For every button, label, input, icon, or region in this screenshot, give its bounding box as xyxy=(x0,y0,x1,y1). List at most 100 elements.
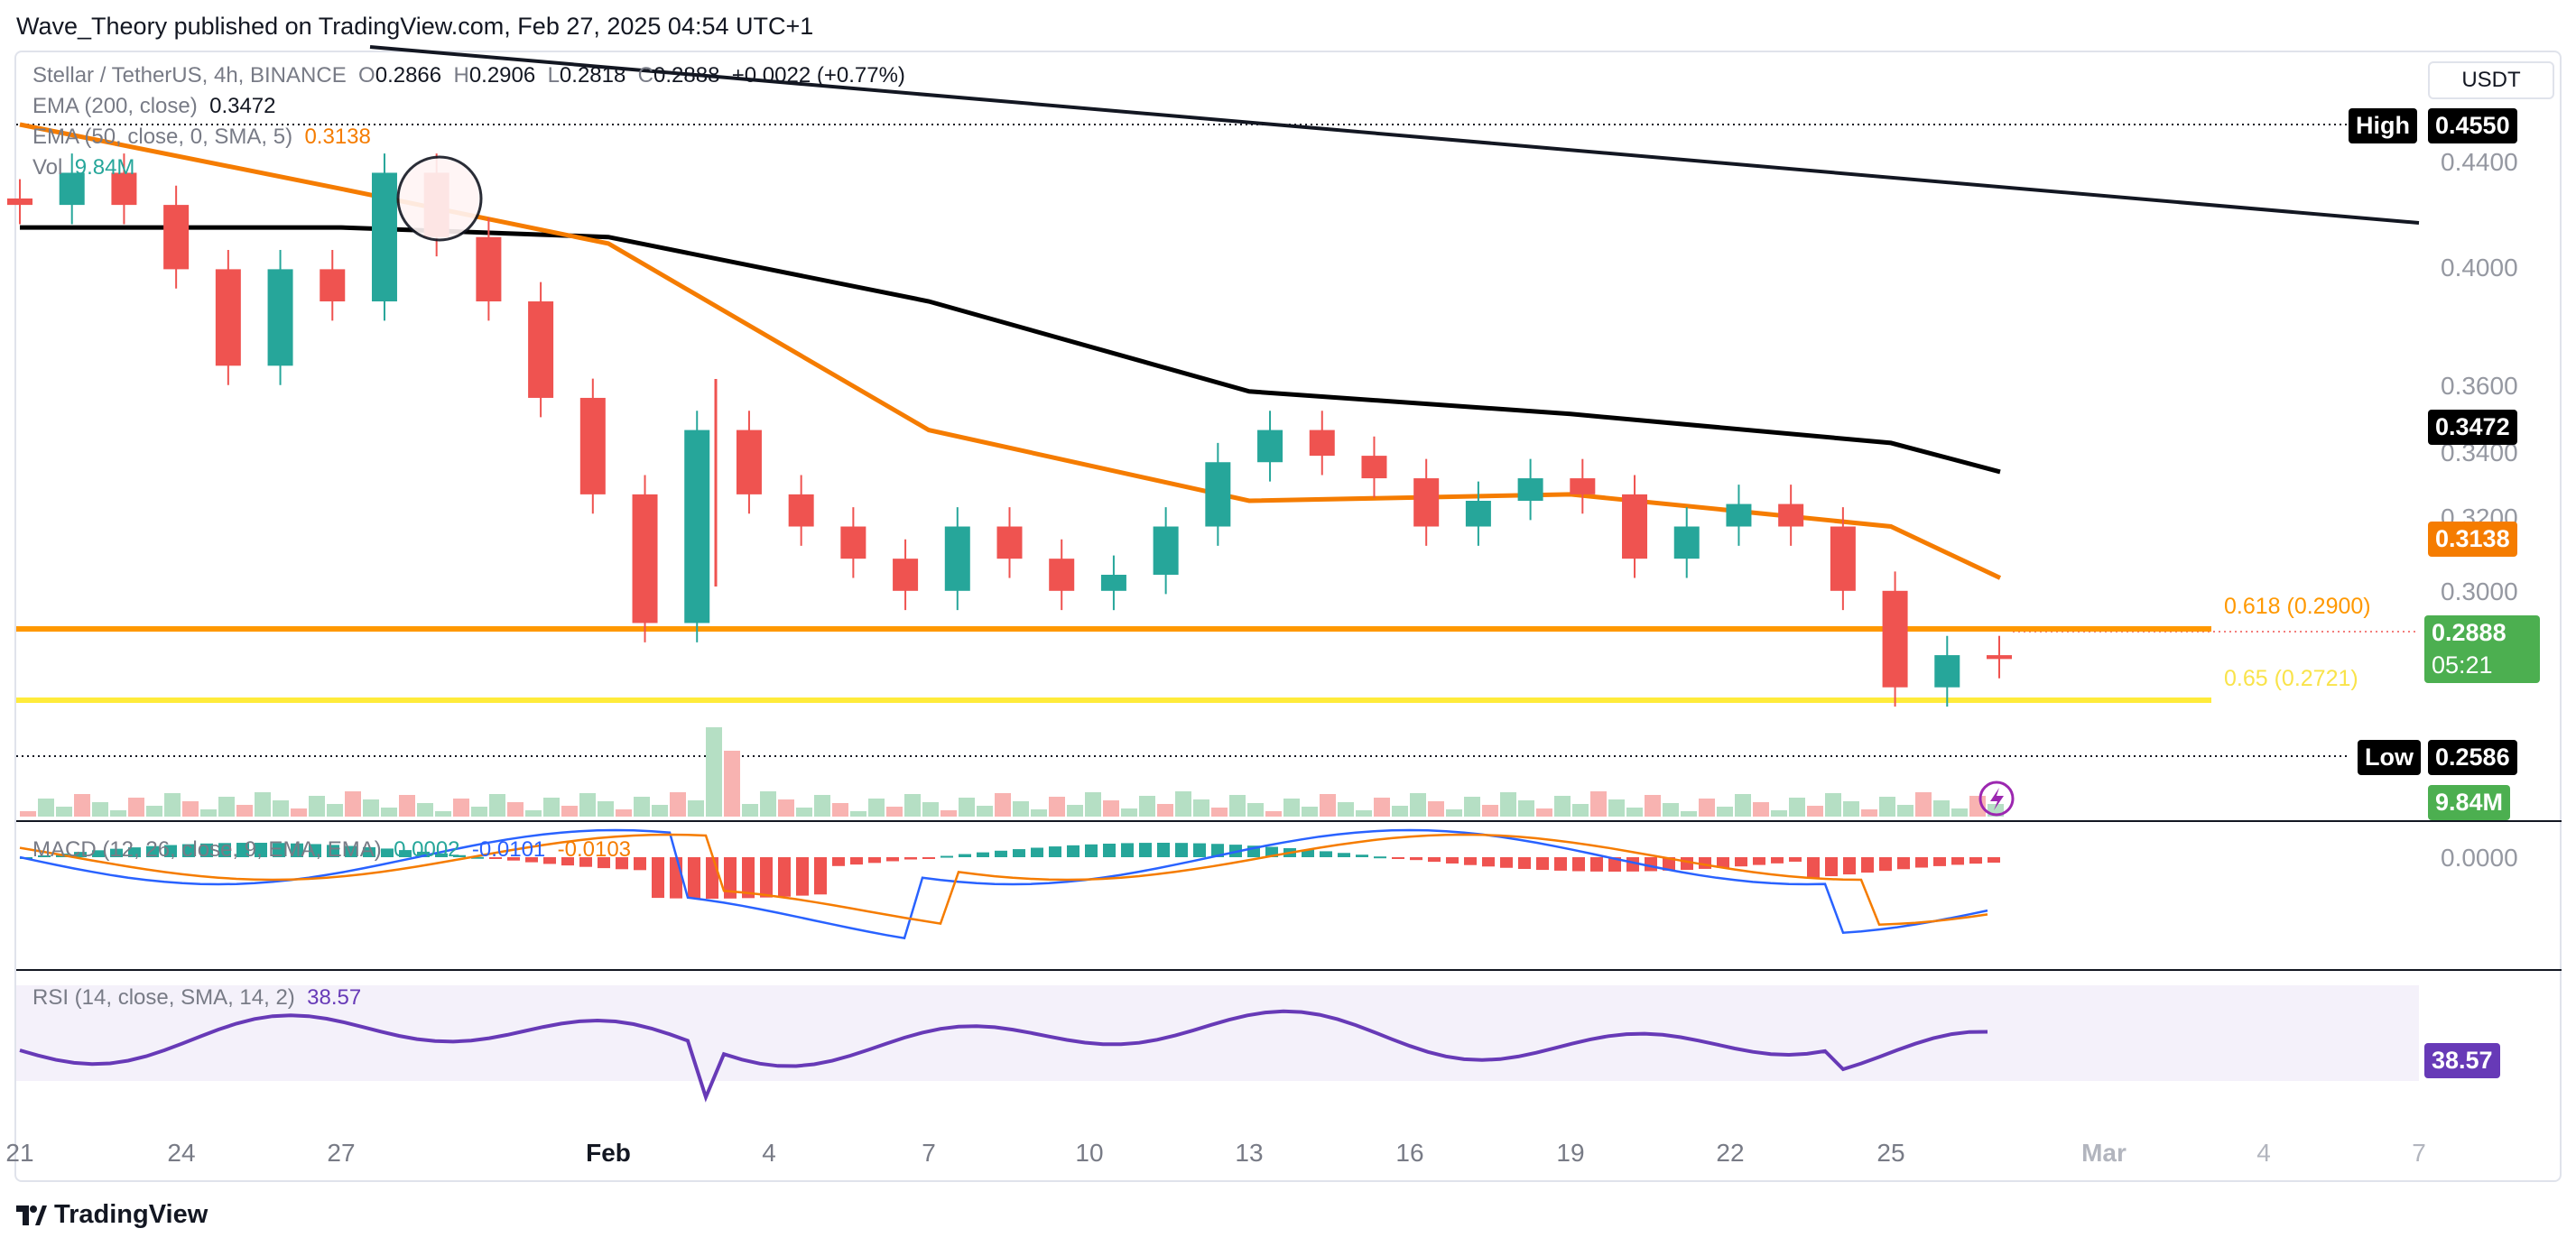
macd-signal-line xyxy=(19,833,1988,926)
macd-bar xyxy=(1663,857,1675,871)
macd-bar xyxy=(218,843,231,857)
macd-bar xyxy=(1193,843,1206,857)
macd-bar xyxy=(941,855,953,858)
macd-bar xyxy=(164,845,177,857)
volume-legend[interactable]: Vol 9.84M xyxy=(32,155,134,180)
publisher-line: Wave_Theory published on TradingView.com… xyxy=(16,13,814,40)
volume-bar xyxy=(218,797,235,817)
macd-bar xyxy=(1049,846,1061,857)
ema50-label: EMA (50, close, 0, SMA, 5) xyxy=(32,125,293,149)
volume-bar xyxy=(1392,806,1408,817)
candle-body xyxy=(1934,655,1960,688)
candle-body xyxy=(1830,526,1856,591)
candle-body xyxy=(1153,526,1179,575)
macd-bar xyxy=(868,857,881,864)
volume-bar xyxy=(1825,793,1841,817)
volume-bar xyxy=(20,811,36,817)
high-tag-value: 0.4550 xyxy=(2428,108,2517,143)
macd-legend[interactable]: MACD (12, 26, close, 9, EMA, EMA) 0.0002… xyxy=(32,837,631,863)
volume-bar xyxy=(634,797,650,817)
candle-body xyxy=(111,172,137,206)
macd-bar xyxy=(1518,857,1531,870)
volume-bar xyxy=(1103,800,1119,817)
currency-button[interactable]: USDT xyxy=(2428,61,2554,99)
macd-bar xyxy=(977,852,989,857)
volume-bar xyxy=(1446,809,1462,817)
volume-bar xyxy=(850,811,866,817)
symbol-label[interactable]: Stellar / TetherUS, 4h, BINANCE xyxy=(32,63,347,88)
price-tick: 0.3600 xyxy=(2441,372,2518,400)
macd-bar xyxy=(327,845,339,857)
volume-bar xyxy=(1374,798,1390,817)
macd-bar xyxy=(886,857,899,862)
macd-bar xyxy=(1338,853,1350,857)
ema50-legend[interactable]: EMA (50, close, 0, SMA, 5) 0.3138 xyxy=(32,125,371,150)
macd-bar xyxy=(778,857,791,897)
macd-bar xyxy=(399,850,412,857)
volume-bar xyxy=(959,798,975,817)
volume-bar xyxy=(1139,796,1155,817)
macd-bar xyxy=(74,852,87,857)
macd-bar xyxy=(1482,857,1495,867)
candle-body xyxy=(996,526,1023,559)
candle-body xyxy=(1413,478,1440,527)
macd-bar xyxy=(363,846,375,857)
rsi-legend[interactable]: RSI (14, close, SMA, 14, 2) 38.57 xyxy=(32,985,361,1011)
candle-body xyxy=(1778,503,1804,527)
volume-bar xyxy=(1013,801,1029,817)
volume-bar xyxy=(1464,797,1480,817)
volume-bar xyxy=(1518,800,1534,817)
price-tick: 0.3000 xyxy=(2441,577,2518,605)
volume-bar xyxy=(255,792,271,817)
macd-bar xyxy=(1103,843,1116,857)
macd-bar xyxy=(688,857,700,899)
macd-bar xyxy=(1825,857,1838,877)
volume-bar xyxy=(706,727,722,817)
volume-bar xyxy=(1699,799,1715,817)
macd-bar xyxy=(561,857,574,866)
volume-bar xyxy=(200,809,217,817)
volume-bar xyxy=(1951,808,1968,817)
macd-bar xyxy=(1013,849,1025,857)
volume-bar xyxy=(1626,808,1643,817)
macd-bar xyxy=(634,857,646,871)
time-tick: 25 xyxy=(1876,1139,1905,1167)
volume-bar xyxy=(417,803,433,817)
time-tick: 4 xyxy=(2256,1139,2271,1167)
open-value: 0.2866 xyxy=(375,63,442,88)
rsi-label: RSI (14, close, SMA, 14, 2) xyxy=(32,985,295,1010)
volume-bar xyxy=(1229,795,1246,817)
macd-bar xyxy=(255,843,267,857)
volume-bar xyxy=(363,799,379,817)
macd-bar xyxy=(236,843,249,857)
volume-bar xyxy=(724,751,740,817)
volume-bar xyxy=(128,798,144,817)
last-price-tag: 0.2888 xyxy=(2424,615,2540,651)
volume-bar xyxy=(1247,803,1264,817)
macd-bar xyxy=(381,848,394,857)
volume-bar xyxy=(1572,804,1589,817)
low-label: L xyxy=(547,63,560,88)
macd-bar xyxy=(1843,857,1856,875)
descending-trendline xyxy=(369,45,2420,225)
time-tick-month: Feb xyxy=(586,1139,631,1167)
tradingview-logo-icon xyxy=(16,1205,47,1225)
volume-bar xyxy=(1717,807,1733,817)
volume-price-tag: 9.84M xyxy=(2428,785,2511,820)
volume-bar xyxy=(453,799,469,817)
macd-bar xyxy=(1157,843,1170,857)
candlestick-series xyxy=(7,153,2012,707)
candle-body xyxy=(1673,526,1700,559)
volume-bar xyxy=(941,810,957,817)
macd-bar xyxy=(1536,857,1549,871)
macd-bar xyxy=(1356,854,1368,857)
volume-bar xyxy=(616,809,632,817)
volume-bar xyxy=(561,806,578,817)
macd-histogram xyxy=(20,843,2000,899)
tradingview-logo[interactable]: TradingView xyxy=(16,1200,208,1230)
macd-bar xyxy=(1717,857,1729,868)
volume-bar xyxy=(1410,793,1426,817)
ema200-legend[interactable]: EMA (200, close) 0.3472 xyxy=(32,94,276,119)
macd-bar xyxy=(1211,844,1224,857)
